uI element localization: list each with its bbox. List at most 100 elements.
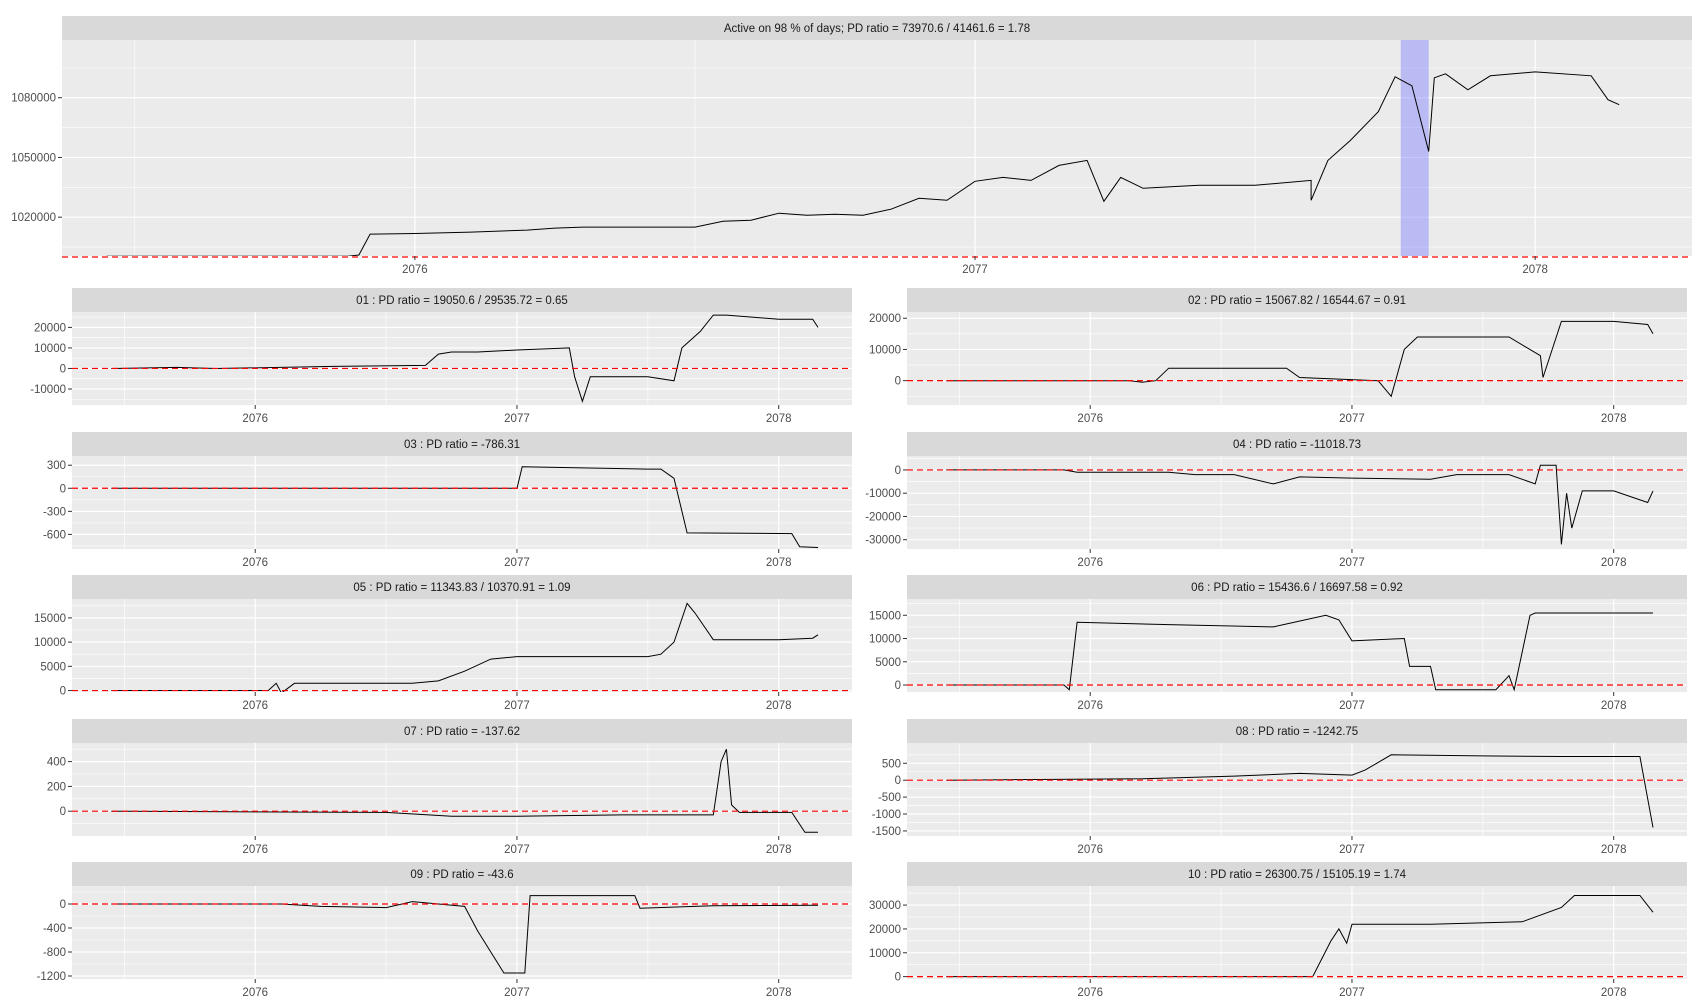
panel-5: 05 : PD ratio = 11343.83 / 10370.91 = 1.… bbox=[34, 575, 852, 712]
panel-background bbox=[72, 599, 852, 692]
series-line bbox=[946, 612, 1653, 692]
y-tick-label: 200 bbox=[47, 781, 66, 793]
panel-strip bbox=[907, 432, 1687, 456]
panel-background bbox=[62, 40, 1692, 256]
x-tick-label: 2078 bbox=[1601, 844, 1627, 856]
panel-3: 03 : PD ratio = -786.31 -600 -300 0 300 2076 2… bbox=[43, 432, 852, 569]
y-tick-label: -20000 bbox=[865, 511, 901, 523]
x-tick-label: 2077 bbox=[504, 413, 530, 425]
x-tick-label: 2076 bbox=[1077, 413, 1103, 425]
panel-strip bbox=[72, 288, 852, 312]
panel-background bbox=[72, 886, 852, 979]
x-tick-label: 2077 bbox=[504, 987, 530, 999]
panel-title: 10 : PD ratio = 26300.75 / 15105.19 = 1.… bbox=[1188, 869, 1407, 881]
panel-2: 02 : PD ratio = 15067.82 / 16544.67 = 0.… bbox=[869, 288, 1687, 425]
x-tick-label: 2077 bbox=[1339, 413, 1365, 425]
panel-strip bbox=[907, 575, 1687, 599]
y-tick-label: 30000 bbox=[869, 900, 901, 912]
x-tick-label: 2076 bbox=[242, 557, 268, 569]
x-tick-label: 2078 bbox=[766, 987, 792, 999]
x-tick-label: 2077 bbox=[1339, 987, 1365, 999]
series-line bbox=[946, 320, 1654, 398]
series-line bbox=[111, 314, 819, 403]
panel-10: 10 : PD ratio = 26300.75 / 15105.19 = 1.… bbox=[869, 862, 1687, 999]
x-tick-label: 2078 bbox=[1601, 700, 1627, 712]
y-tick-label: 400 bbox=[47, 757, 66, 769]
series-line bbox=[111, 602, 819, 692]
panel-4: 04 : PD ratio = -11018.73 -30000 -20000 -10… bbox=[865, 432, 1687, 569]
y-tick-label: -30000 bbox=[865, 535, 901, 547]
y-tick-label: 10000 bbox=[869, 634, 901, 646]
panel-title: 02 : PD ratio = 15067.82 / 16544.67 = 0.… bbox=[1188, 295, 1406, 307]
y-tick-label: 500 bbox=[882, 758, 901, 770]
x-tick-label: 2077 bbox=[504, 557, 530, 569]
y-tick-label: 5000 bbox=[40, 661, 66, 673]
panel-strip bbox=[62, 16, 1692, 40]
panel-strip bbox=[907, 719, 1687, 743]
x-tick-label: 2078 bbox=[766, 413, 792, 425]
y-tick-label: -1500 bbox=[872, 826, 901, 838]
series-line bbox=[946, 754, 1654, 828]
x-tick-label: 2077 bbox=[504, 844, 530, 856]
panel-background bbox=[907, 312, 1687, 405]
y-tick-label: 5000 bbox=[875, 657, 901, 669]
x-tick-label: 2076 bbox=[242, 700, 268, 712]
panel-strip bbox=[72, 432, 852, 456]
panel-title: 09 : PD ratio = -43.6 bbox=[410, 869, 513, 881]
panel-strip bbox=[72, 575, 852, 599]
y-tick-label: 20000 bbox=[869, 313, 901, 325]
x-tick-label: 2076 bbox=[242, 413, 268, 425]
y-tick-label: 0 bbox=[60, 899, 66, 911]
x-tick-label: 2076 bbox=[242, 987, 268, 999]
panel-strip bbox=[72, 862, 852, 886]
y-tick-label: 20000 bbox=[34, 322, 66, 334]
x-tick-label: 2076 bbox=[1077, 844, 1103, 856]
series-line bbox=[946, 895, 1654, 978]
x-tick-label: 2077 bbox=[1339, 844, 1365, 856]
y-tick-label: 10000 bbox=[34, 343, 66, 355]
x-tick-label: 2076 bbox=[1077, 700, 1103, 712]
x-tick-label: 2078 bbox=[1601, 987, 1627, 999]
y-tick-label: 10000 bbox=[869, 948, 901, 960]
y-tick-label: 0 bbox=[895, 376, 901, 388]
y-tick-label: 1050000 bbox=[11, 152, 56, 164]
y-tick-label: 0 bbox=[895, 775, 901, 787]
y-tick-label: 0 bbox=[60, 686, 66, 698]
panel-title: 03 : PD ratio = -786.31 bbox=[404, 439, 520, 451]
x-tick-label: 2077 bbox=[962, 264, 988, 276]
y-tick-label: -10000 bbox=[865, 488, 901, 500]
y-tick-label: 15000 bbox=[869, 610, 901, 622]
y-tick-label: -1200 bbox=[37, 971, 66, 983]
highlight-band bbox=[1400, 40, 1429, 256]
panel-7: 07 : PD ratio = -137.62 0 200 400 2076 2077 20… bbox=[47, 719, 852, 856]
panel-title: 08 : PD ratio = -1242.75 bbox=[1236, 726, 1358, 738]
panel-background bbox=[72, 312, 852, 405]
panel-title: 07 : PD ratio = -137.62 bbox=[404, 726, 520, 738]
panel-0: Active on 98 % of days; PD ratio = 73970… bbox=[11, 16, 1692, 276]
series-line bbox=[111, 895, 819, 974]
y-tick-label: -500 bbox=[878, 792, 901, 804]
y-tick-label: -1000 bbox=[872, 809, 901, 821]
x-tick-label: 2078 bbox=[766, 557, 792, 569]
x-tick-label: 2078 bbox=[1601, 413, 1627, 425]
panel-strip bbox=[907, 862, 1687, 886]
y-tick-label: 0 bbox=[895, 465, 901, 477]
panel-background bbox=[72, 743, 852, 836]
y-tick-label: 15000 bbox=[34, 613, 66, 625]
x-tick-label: 2076 bbox=[1077, 557, 1103, 569]
y-tick-label: -300 bbox=[43, 506, 66, 518]
x-tick-label: 2076 bbox=[1077, 987, 1103, 999]
y-tick-label: 0 bbox=[60, 806, 66, 818]
x-tick-label: 2077 bbox=[1339, 700, 1365, 712]
y-tick-label: 0 bbox=[895, 680, 901, 692]
panel-title: 04 : PD ratio = -11018.73 bbox=[1233, 439, 1361, 451]
series-line bbox=[106, 71, 1620, 256]
panel-background bbox=[907, 886, 1687, 979]
y-tick-label: 0 bbox=[895, 972, 901, 984]
panel-8: 08 : PD ratio = -1242.75 -1500 -1000 -500 0 5… bbox=[872, 719, 1687, 856]
y-tick-label: -400 bbox=[43, 923, 66, 935]
y-tick-label: 10000 bbox=[34, 637, 66, 649]
y-tick-label: 1080000 bbox=[11, 93, 56, 105]
panel-background bbox=[72, 456, 852, 549]
